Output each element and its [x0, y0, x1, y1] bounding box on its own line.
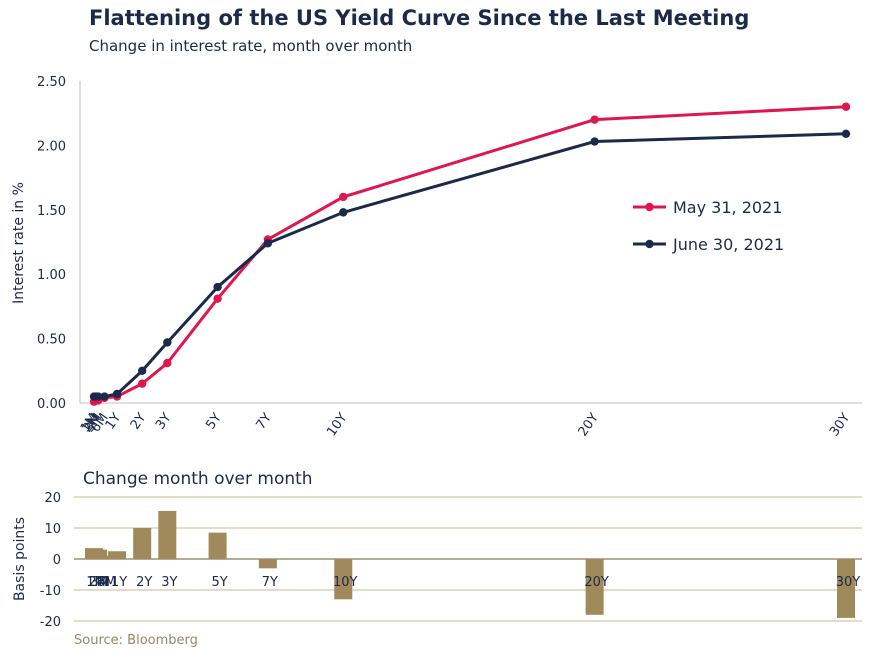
data-point: [213, 282, 222, 292]
bar: [133, 528, 152, 559]
x-tick-label: 10Y: [324, 411, 350, 440]
bar: [95, 555, 114, 559]
legend-swatch-marker: [645, 239, 654, 249]
data-point: [339, 208, 348, 217]
data-point: [137, 379, 147, 388]
x-tick-label: 2Y: [128, 411, 150, 433]
data-point: [112, 389, 122, 399]
bar-chart-title: Change month over month: [83, 469, 313, 489]
data-point: [339, 192, 348, 202]
x-tick-label: 7Y: [254, 411, 276, 433]
x-tick-label: 1Y: [111, 575, 127, 590]
legend-label: June 30, 2021: [672, 235, 784, 254]
data-point: [841, 102, 851, 111]
x-tick-label: 20Y: [576, 411, 602, 440]
y-axis-title: Interest rate in %: [11, 182, 27, 304]
y-tick-label: 1.00: [37, 268, 66, 283]
y-tick-label: 2.50: [37, 75, 66, 90]
data-point: [590, 137, 599, 146]
x-tick-label: 2Y: [136, 575, 152, 590]
bar: [334, 559, 353, 600]
source-note: Source: Bloomberg: [74, 633, 198, 648]
x-tick-label: 1M: [86, 575, 106, 590]
data-point: [163, 338, 172, 347]
y-tick-label: 10: [44, 522, 61, 537]
y-tick-label: 0.00: [37, 397, 66, 412]
x-tick-label: 5Y: [211, 575, 227, 590]
bar: [208, 532, 227, 559]
x-tick-label: 10Y: [333, 575, 358, 590]
series-line: [93, 105, 847, 403]
x-tick-label: 20Y: [584, 575, 609, 590]
data-point: [163, 358, 172, 368]
data-point: [263, 239, 273, 248]
y-tick-label: 0: [53, 553, 61, 568]
x-tick-label: 30Y: [827, 411, 853, 440]
bar: [158, 510, 177, 559]
x-tick-label: 5Y: [203, 411, 225, 433]
data-point: [100, 392, 109, 401]
x-tick-label: 2M: [88, 575, 108, 590]
bar: [585, 559, 604, 615]
legend-label: May 31, 2021: [673, 198, 782, 217]
x-tick-label: 7Y: [262, 575, 278, 590]
x-tick-label: 6M: [97, 575, 117, 590]
series-line: [94, 132, 847, 399]
chart-title: Flattening of the US Yield Curve Since t…: [89, 6, 750, 30]
y-tick-label: 20: [44, 491, 61, 506]
chart-subtitle: Change in interest rate, month over mont…: [89, 37, 413, 55]
y-tick-label: 0.50: [37, 333, 66, 348]
bar: [258, 559, 277, 569]
x-tick-label: 1Y: [103, 411, 125, 433]
y-tick-label: -10: [40, 584, 61, 599]
legend-swatch-marker: [645, 202, 654, 212]
bar: [108, 551, 127, 559]
data-point: [137, 366, 147, 375]
x-tick-label: 3Y: [153, 411, 175, 433]
y-tick-label: 2.00: [37, 139, 66, 154]
data-point: [93, 392, 103, 401]
data-point: [841, 129, 851, 139]
y-tick-label: -20: [40, 615, 61, 630]
x-tick-label: 3Y: [161, 575, 177, 590]
data-point: [213, 294, 222, 303]
y-axis-title: Basis points: [12, 517, 28, 601]
x-tick-label: 30Y: [836, 575, 861, 590]
data-point: [590, 115, 599, 124]
bar: [837, 559, 855, 618]
y-tick-label: 1.50: [37, 204, 66, 219]
bar: [89, 549, 108, 559]
x-tick-label: 3M: [90, 575, 110, 590]
